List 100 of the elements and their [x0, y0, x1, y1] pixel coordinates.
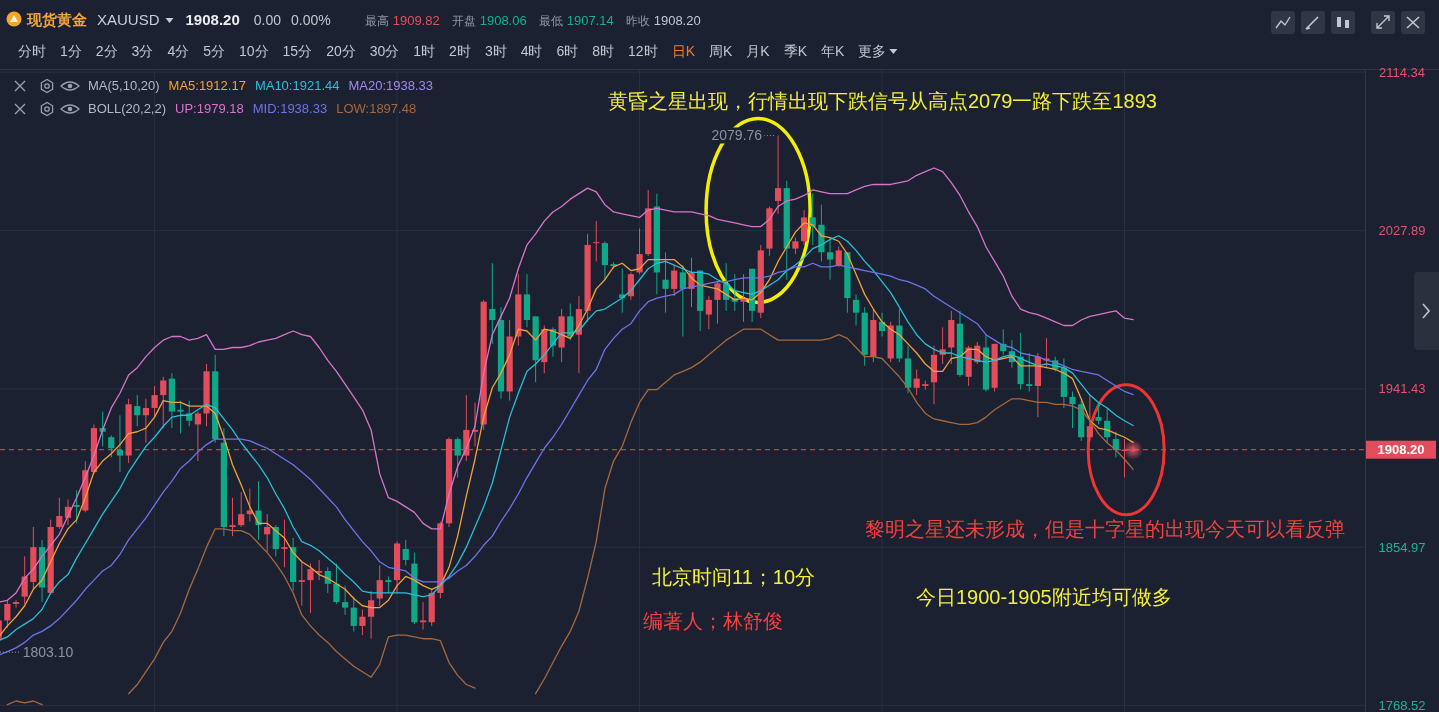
- text: 年K: [821, 43, 846, 59]
- candlestick: [255, 480, 262, 541]
- text: 4分: [167, 43, 190, 59]
- candlestick: [316, 559, 323, 581]
- candlestick: [740, 273, 747, 323]
- text: 1分: [60, 43, 82, 59]
- candlestick: [12, 599, 20, 609]
- text: 分时: [18, 43, 46, 59]
- candlestick: [229, 497, 236, 537]
- y-tick-label: 1908.20: [1377, 442, 1425, 458]
- candlestick: [826, 237, 834, 281]
- candlestick: [671, 264, 678, 297]
- text: 1时: [413, 43, 436, 59]
- text: 1908.20: [185, 11, 240, 28]
- candlestick: [359, 608, 366, 636]
- y-tick-label: 2114.34: [1378, 64, 1426, 80]
- candlestick: [835, 246, 842, 268]
- chart-title: 现货黄金: [26, 11, 87, 28]
- candlestick: [705, 295, 712, 330]
- candlestick: [333, 563, 340, 605]
- text: 1908.20: [653, 13, 701, 28]
- candlestick: [454, 436, 461, 479]
- annotation: 1803.10: [22, 644, 74, 661]
- candlestick: [116, 414, 124, 473]
- candlestick: [1069, 390, 1076, 429]
- candlestick: [298, 561, 305, 607]
- candlestick: [56, 497, 63, 530]
- candlestick: [264, 513, 271, 554]
- text: 1907.14: [566, 13, 614, 28]
- text: 月K: [746, 43, 771, 59]
- candlestick: [281, 519, 288, 568]
- annotation: 2079.76: [711, 127, 763, 144]
- text: 30分: [369, 43, 400, 59]
- candlestick: [342, 585, 349, 616]
- text: 最高: [364, 14, 389, 28]
- text: 最低: [538, 14, 563, 28]
- candlestick: [419, 601, 427, 631]
- candlestick: [1095, 401, 1102, 425]
- legend: MA(5,10,20) MA5:1912.17 MA10:1921.44 MA20:1938.33 BOLL(20,2,2) UP:1979.18 MID:1938.33 LOW:1897.48: [88, 78, 434, 116]
- text: 15分: [282, 43, 313, 59]
- candlestick: [1043, 337, 1050, 369]
- candlestick: [108, 434, 115, 458]
- candlestick: [350, 596, 357, 632]
- text: 1909.82: [392, 13, 440, 28]
- annotation: 编著人；林舒俊: [643, 610, 783, 632]
- candlestick: [1086, 394, 1093, 442]
- candlestick: [367, 590, 375, 640]
- text: 2时: [449, 43, 471, 59]
- candlestick: [272, 524, 279, 557]
- text: 开盘: [451, 14, 476, 28]
- candlestick: [852, 293, 860, 327]
- text: 12时: [628, 43, 658, 59]
- annotation: 黄昏之星出现，行情出现下跌信号从高点2079一路下跌至1893: [608, 90, 1157, 112]
- annotation: 黎明之星还未形成，但是十字星的出现今天可以看反弹: [865, 518, 1345, 540]
- candlestick: [73, 489, 80, 524]
- y-tick-label: 1941.43: [1378, 381, 1426, 397]
- candlestick: [151, 385, 158, 418]
- text: 更多: [858, 43, 887, 59]
- text: 3分: [131, 43, 154, 59]
- candlestick: [809, 193, 816, 246]
- annotation: 北京时间11；10分: [652, 566, 816, 588]
- candlestick: [238, 491, 245, 528]
- text: 5分: [203, 43, 225, 59]
- y-tick-label: 2027.89: [1378, 222, 1426, 238]
- text: 10分: [238, 43, 269, 59]
- candlestick: [636, 227, 643, 275]
- candlestick: [913, 368, 920, 396]
- text: 6时: [556, 43, 579, 59]
- text: 0.00: [253, 12, 282, 28]
- text: 1908.06: [479, 13, 527, 28]
- candlestick: [402, 539, 409, 566]
- candlestick: [134, 394, 141, 427]
- candlestick: [1026, 352, 1033, 392]
- candlestick: [800, 209, 808, 246]
- candlestick: [489, 262, 496, 345]
- candlestick: [21, 555, 28, 605]
- annotation: 今日1900-1905附近均可做多: [916, 586, 1172, 608]
- y-tick-label: 1768.52: [1378, 698, 1426, 712]
- candlestick: [679, 264, 686, 338]
- candlestick: [177, 400, 184, 435]
- y-tick-label: 1854.97: [1378, 539, 1426, 555]
- candlestick: [307, 563, 314, 614]
- candlestick: [1112, 431, 1119, 458]
- text: 3时: [484, 43, 507, 59]
- candlestick: [775, 134, 782, 215]
- candlestick: [4, 599, 11, 629]
- candlestick: [567, 303, 574, 341]
- text: 8时: [592, 43, 615, 59]
- text: 周K: [709, 43, 733, 59]
- text: 季K: [783, 43, 808, 59]
- text: 昨收: [625, 14, 650, 28]
- chart-subtitle: XAUUSD: [97, 11, 160, 28]
- text: 2分: [95, 43, 118, 59]
- text: 0.00%: [291, 12, 331, 28]
- text: 日K: [671, 43, 696, 59]
- candlestick: [662, 251, 669, 314]
- text: 4时: [520, 43, 543, 59]
- candlestick: [601, 240, 608, 281]
- candlestick: [142, 398, 150, 444]
- candlestick: [160, 376, 167, 429]
